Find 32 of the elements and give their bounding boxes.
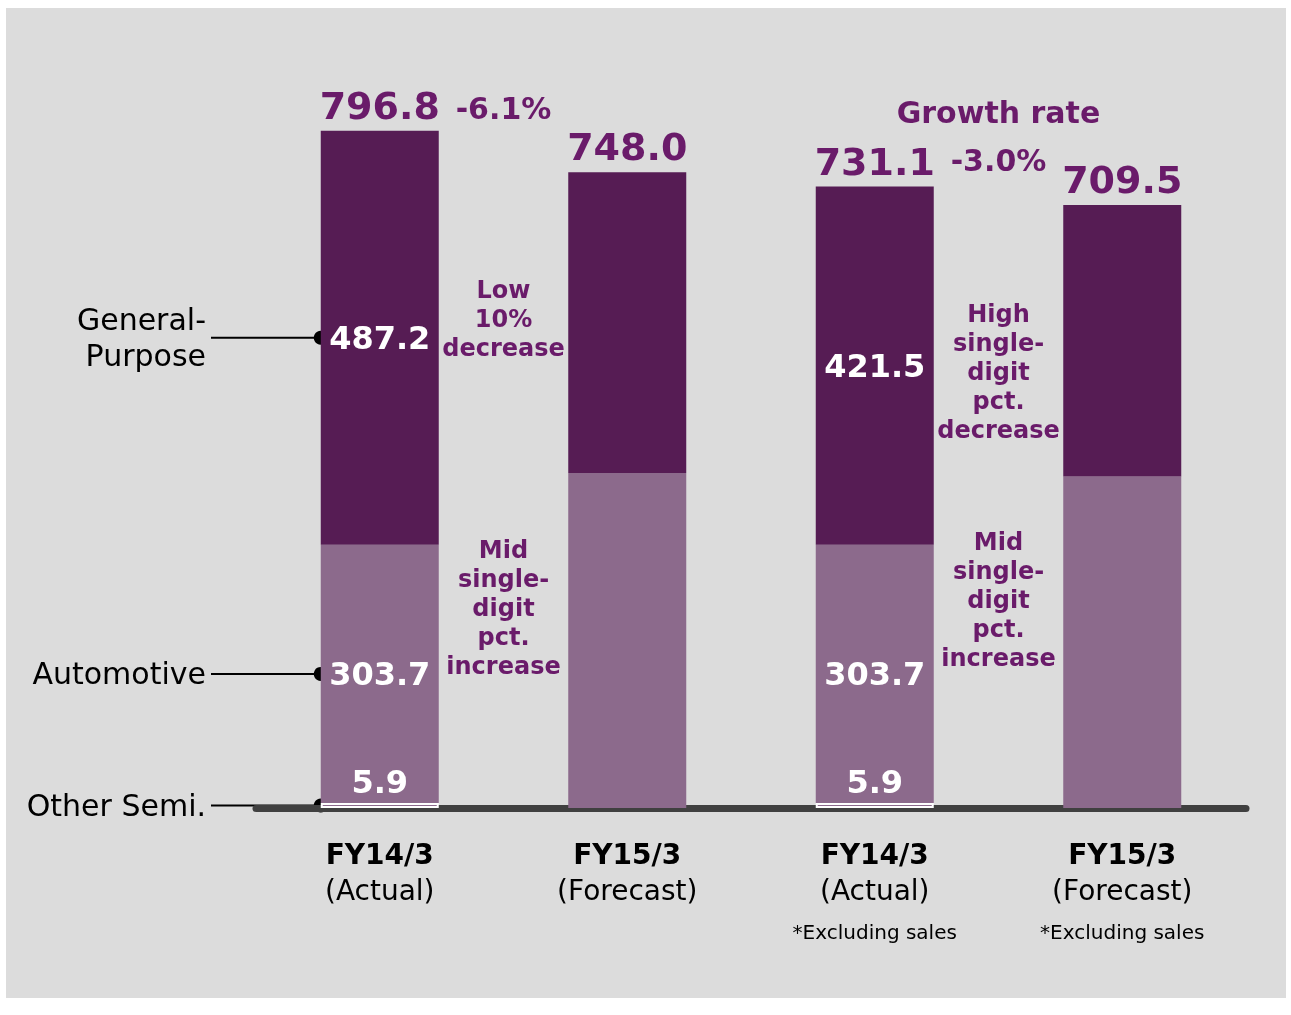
data-label: 303.7	[824, 654, 926, 693]
text: *Excluding sales	[792, 920, 957, 944]
text: Automotive	[32, 656, 206, 692]
annotation: -3.0%	[950, 142, 1047, 178]
total-label: 731.1	[814, 139, 935, 184]
x-tick-label: FY14/3 (Actual)	[324, 837, 435, 907]
bar	[1063, 476, 1182, 808]
annotation: High single- digit pct. decrease	[937, 300, 1060, 445]
annotation: Mid single- digit pct. increase	[446, 536, 561, 680]
annotation: Mid single- digit pct. increase	[941, 527, 1056, 672]
total-label: 796.8	[319, 83, 440, 128]
data-label: 487.2	[329, 318, 431, 357]
total-label: 748.0	[567, 125, 688, 170]
total-label: 709.5	[1062, 157, 1183, 202]
text: General-Purpose	[76, 302, 206, 374]
text: Growth rate	[896, 94, 1101, 130]
bar	[320, 130, 439, 545]
x-tick-label: FY14/3 (Actual)	[819, 837, 930, 907]
bar	[568, 172, 687, 474]
data-label: 5.9	[846, 762, 904, 801]
bar	[568, 473, 687, 808]
bar	[1063, 204, 1182, 477]
data-label: 5.9	[351, 762, 409, 801]
annotation: Low 10% decrease	[442, 275, 565, 362]
text: *Excluding sales	[1040, 920, 1205, 944]
text: -6.1%	[455, 90, 552, 126]
data-label: 421.5	[824, 346, 926, 385]
x-tick-label: FY15/3 (Forecast)	[1052, 837, 1193, 907]
bar	[815, 186, 934, 545]
text: Other Semi.	[26, 787, 206, 823]
x-tick-label: FY15/3 (Forecast)	[557, 837, 698, 907]
data-label: 303.7	[329, 654, 431, 693]
